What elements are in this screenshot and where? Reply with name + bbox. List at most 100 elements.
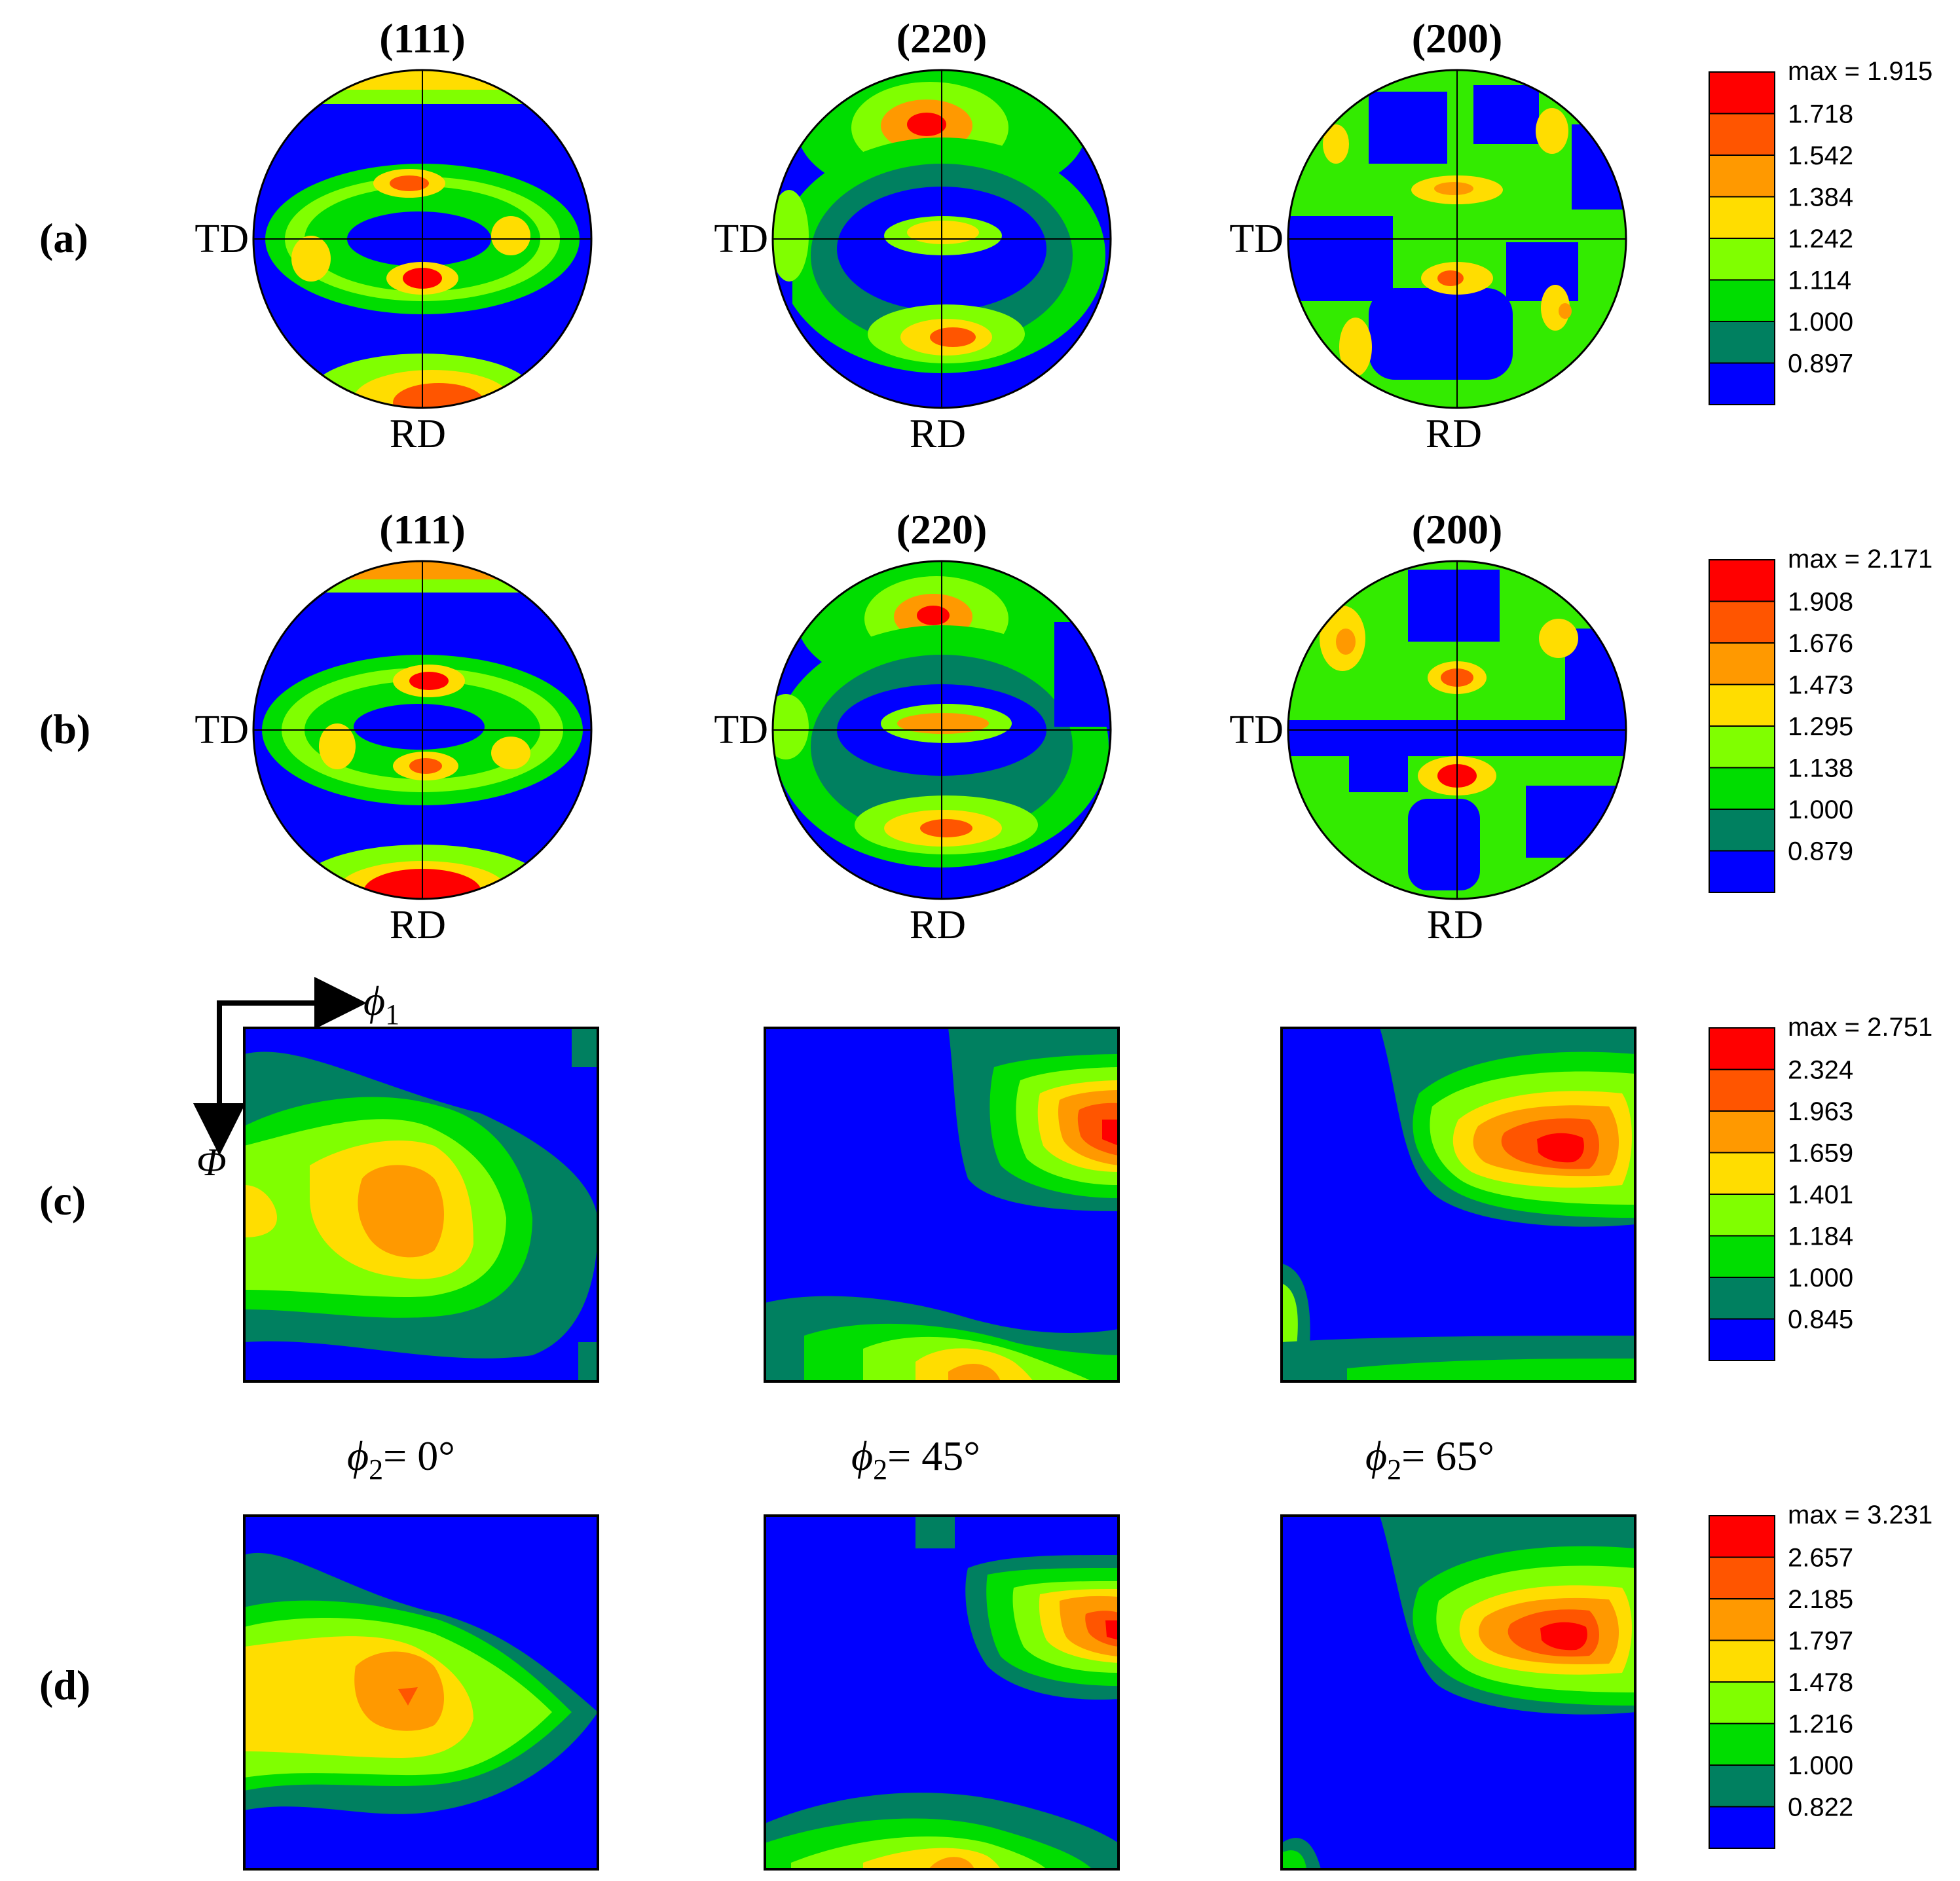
td-label: TD (194, 217, 249, 261)
legend-swatch (1709, 850, 1775, 893)
pole-figure-a-220: (220) TD RD (714, 15, 1112, 456)
phi2-label-0: ϕ2= 0° (347, 1433, 455, 1486)
legend-level-label: 1.401 (1788, 1180, 1853, 1209)
legend-swatch (1709, 1068, 1775, 1112)
legend-swatch (1709, 1598, 1775, 1641)
legend-level-label: 1.184 (1788, 1222, 1853, 1251)
legend-swatch (1709, 1277, 1775, 1320)
pole-figure-title: (220) (897, 506, 988, 553)
pole-figure-a-111: (111) TD RD (194, 15, 593, 456)
legend-level-label: 1.718 (1788, 100, 1853, 129)
legend-swatch (1709, 362, 1775, 405)
legend-swatch (1709, 1556, 1775, 1599)
td-label: TD (1229, 217, 1284, 261)
legend-level-label: 0.879 (1788, 837, 1853, 866)
legend-level-label: 1.384 (1788, 183, 1853, 212)
legend-swatch (1709, 321, 1775, 364)
rd-label: RD (390, 903, 446, 947)
legend-level-label: 1.473 (1788, 671, 1853, 700)
legend-level-label: 1.676 (1788, 629, 1853, 658)
odf-section-c-phi2-0 (243, 1027, 599, 1383)
legend-swatch (1709, 1027, 1775, 1070)
legend-max-label: max = 1.915 (1788, 57, 1932, 86)
legend-c: max = 2.751 2.324 1.963 1.659 1.401 1.184 1.00… (1709, 1013, 1932, 1361)
legend-swatch (1709, 684, 1775, 727)
legend-level-label: 1.908 (1788, 588, 1853, 617)
legend-level-label: 2.185 (1788, 1585, 1853, 1614)
legend-swatch (1709, 1806, 1775, 1849)
odf-section-d-phi2-65 (1280, 1514, 1636, 1871)
pole-figure-title: (200) (1412, 15, 1503, 62)
legend-swatch (1709, 600, 1775, 644)
td-label: TD (194, 708, 249, 752)
legend-level-label: 0.845 (1788, 1306, 1853, 1334)
legend-level-label: 1.114 (1788, 266, 1851, 295)
rd-label: RD (1427, 903, 1483, 947)
odf-section-c-phi2-65 (1280, 1027, 1636, 1383)
legend-swatch (1709, 642, 1775, 685)
pole-figure-b-220: (220) TD RD (714, 506, 1112, 947)
legend-a: max = 1.915 1.718 1.542 1.384 1.242 1.114 1.00… (1709, 57, 1932, 405)
legend-swatch (1709, 1194, 1775, 1237)
row-label-a: (a) (39, 215, 88, 261)
rd-label: RD (390, 412, 446, 456)
legend-swatch (1709, 279, 1775, 322)
odf-section-d-phi2-45 (764, 1514, 1120, 1871)
phi2-label-65: ϕ2= 65° (1365, 1433, 1494, 1486)
row-label-c: (c) (39, 1177, 86, 1224)
Phi-axis-label: Φ (196, 1141, 227, 1184)
td-label: TD (1229, 708, 1284, 752)
legend-swatch (1709, 809, 1775, 852)
pole-figure-title: (220) (897, 15, 988, 62)
legend-swatch (1709, 559, 1775, 602)
legend-swatch (1709, 1152, 1775, 1195)
legend-level-label: 1.216 (1788, 1710, 1853, 1739)
pole-figure-title: (111) (379, 15, 466, 62)
legend-level-label: 1.797 (1788, 1627, 1853, 1656)
legend-swatch (1709, 1639, 1775, 1683)
phi2-label-45: ϕ2= 45° (851, 1433, 980, 1486)
pole-figure-b-200: (200) TD RD (1229, 506, 1627, 947)
odf-section-d-phi2-0 (243, 1514, 599, 1871)
legend-swatch (1709, 1235, 1775, 1278)
phi1-axis-label: ϕ1 (363, 977, 399, 1031)
legend-level-label: 2.657 (1788, 1544, 1853, 1573)
odf-section-c-phi2-45 (764, 1027, 1120, 1383)
legend-swatch (1709, 238, 1775, 281)
legend-level-label: 1.295 (1788, 712, 1853, 741)
legend-swatch (1709, 725, 1775, 769)
row-label-d: (d) (39, 1662, 90, 1708)
legend-level-label: 1.478 (1788, 1668, 1853, 1697)
legend-max-label: max = 3.231 (1788, 1501, 1932, 1529)
legend-swatch (1709, 1723, 1775, 1766)
legend-level-label: 1.963 (1788, 1097, 1853, 1126)
legend-swatch (1709, 1110, 1775, 1154)
legend-swatch (1709, 196, 1775, 239)
rd-label: RD (1426, 412, 1482, 456)
legend-max-label: max = 2.751 (1788, 1013, 1932, 1042)
legend-swatch (1709, 155, 1775, 198)
legend-swatch (1709, 1681, 1775, 1725)
legend-level-label: 1.138 (1788, 754, 1853, 783)
legend-level-label: 1.659 (1788, 1139, 1853, 1168)
pole-figure-a-200: (200) TD RD (1229, 15, 1627, 456)
legend-swatch (1709, 1515, 1775, 1558)
legend-d: max = 3.231 2.657 2.185 1.797 1.478 1.216 1.00… (1709, 1501, 1932, 1849)
legend-max-label: max = 2.171 (1788, 545, 1932, 574)
legend-level-label: 1.000 (1788, 1751, 1853, 1780)
legend-swatch (1709, 1764, 1775, 1808)
legend-swatch (1709, 113, 1775, 156)
row-label-b: (b) (39, 706, 90, 752)
legend-swatch (1709, 767, 1775, 810)
legend-level-label: 1.000 (1788, 308, 1853, 337)
pole-figure-b-111: (111) TD RD (194, 506, 593, 947)
legend-level-label: 0.897 (1788, 350, 1853, 378)
td-label: TD (714, 217, 768, 261)
legend-level-label: 1.000 (1788, 795, 1853, 824)
rd-label: RD (910, 903, 966, 947)
odf-axes: ϕ1 Φ (193, 977, 399, 1184)
legend-b: max = 2.171 1.908 1.676 1.473 1.295 1.138 1.00… (1709, 545, 1932, 893)
rd-label: RD (910, 412, 966, 456)
legend-swatch (1709, 71, 1775, 115)
